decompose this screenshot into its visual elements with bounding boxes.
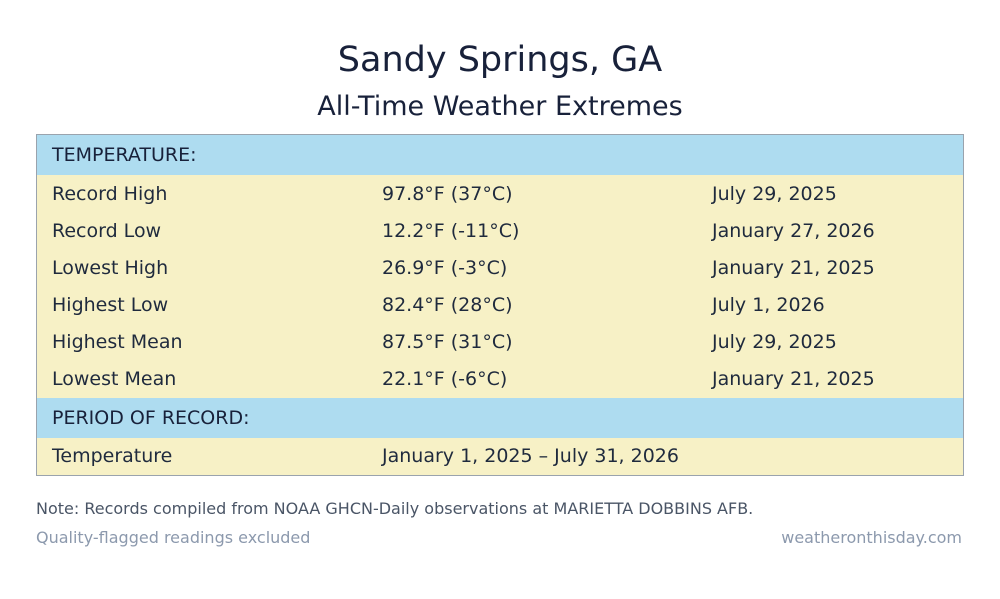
row-date: January 21, 2025 <box>712 257 875 279</box>
source-note: Note: Records compiled from NOAA GHCN-Da… <box>36 499 754 518</box>
row-value: 82.4°F (28°C) <box>382 294 513 316</box>
row-label: Lowest Mean <box>52 368 177 390</box>
row-value: 12.2°F (-11°C) <box>382 220 520 242</box>
row-value: 22.1°F (-6°C) <box>382 368 508 390</box>
table-row: Record High 97.8°F (37°C) July 29, 2025 <box>37 176 963 213</box>
table-row: Temperature January 1, 2025 – July 31, 2… <box>37 438 963 475</box>
row-date: January 21, 2025 <box>712 368 875 390</box>
row-value: January 1, 2025 – July 31, 2026 <box>382 445 679 467</box>
footer-quality-note: Quality-flagged readings excluded <box>36 528 311 547</box>
row-value: 87.5°F (31°C) <box>382 331 513 353</box>
row-date: July 29, 2025 <box>712 331 837 353</box>
row-date: July 29, 2025 <box>712 183 837 205</box>
table-row: Highest Low 82.4°F (28°C) July 1, 2026 <box>37 287 963 324</box>
row-label: Temperature <box>52 445 173 467</box>
table-row: Lowest Mean 22.1°F (-6°C) January 21, 20… <box>37 361 963 398</box>
row-value: 26.9°F (-3°C) <box>382 257 508 279</box>
page-subtitle: All-Time Weather Extremes <box>317 91 683 122</box>
temperature-rows: Record High 97.8°F (37°C) July 29, 2025 … <box>37 175 963 398</box>
table-row: Record Low 12.2°F (-11°C) January 27, 20… <box>37 213 963 250</box>
section-header-period-of-record: PERIOD OF RECORD: <box>37 398 963 438</box>
row-label: Lowest High <box>52 257 169 279</box>
row-label: Record Low <box>52 220 162 242</box>
footer-site-link: weatheronthisday.com <box>781 528 962 547</box>
page-title: Sandy Springs, GA <box>337 40 663 80</box>
row-label: Highest Mean <box>52 331 183 353</box>
row-label: Record High <box>52 183 168 205</box>
row-date: January 27, 2026 <box>712 220 875 242</box>
row-label: Highest Low <box>52 294 169 316</box>
table-row: Highest Mean 87.5°F (31°C) July 29, 2025 <box>37 324 963 361</box>
table-row: Lowest High 26.9°F (-3°C) January 21, 20… <box>37 250 963 287</box>
extremes-table: TEMPERATURE: Record High 97.8°F (37°C) J… <box>36 134 964 476</box>
row-date: July 1, 2026 <box>712 294 825 316</box>
section-header-temperature: TEMPERATURE: <box>37 135 963 175</box>
row-value: 97.8°F (37°C) <box>382 183 513 205</box>
